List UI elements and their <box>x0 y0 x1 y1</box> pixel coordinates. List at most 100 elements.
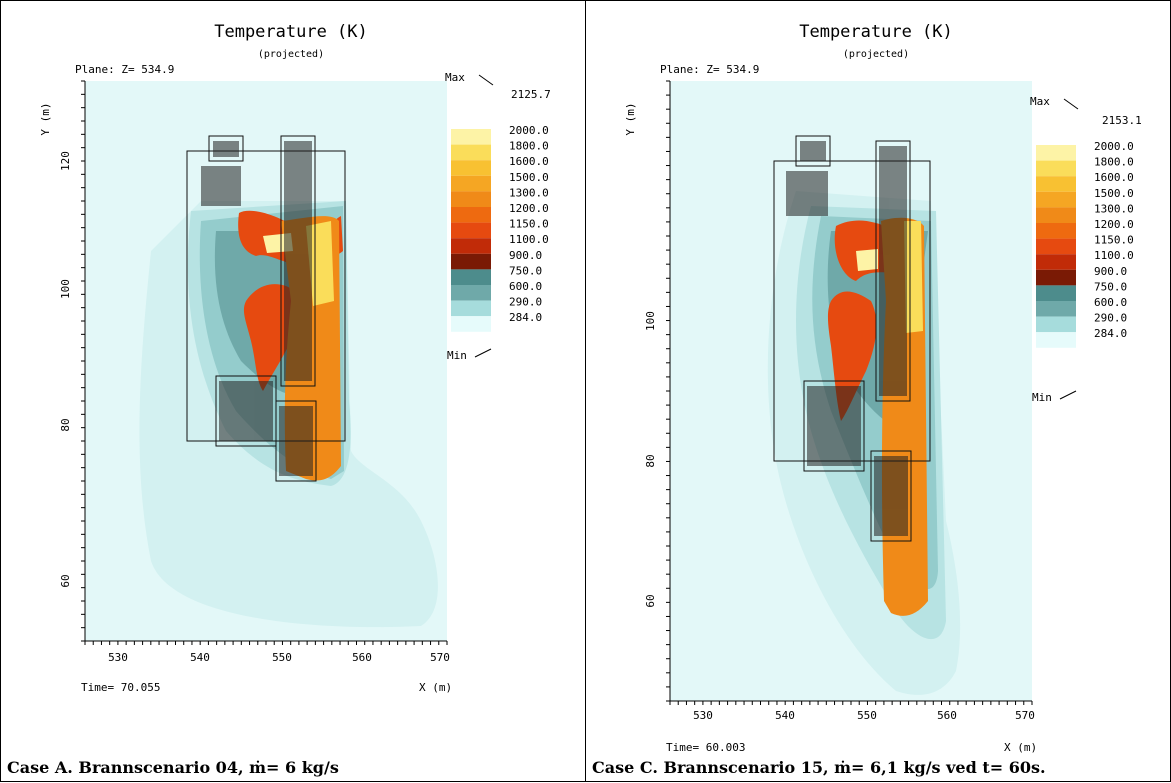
legend-level-label: 1600.0 <box>1094 171 1134 184</box>
y-minor-ticks <box>666 80 670 702</box>
legend-level-label: 1200.0 <box>509 202 549 215</box>
legend: Max 2125.7 2000.0 1800.0 1600.0 1500.0 1300.… <box>445 71 551 362</box>
y-minor-ticks <box>81 80 85 642</box>
legend-swatch <box>451 222 491 239</box>
x-tick-560: 560 <box>352 651 372 664</box>
legend-swatch <box>1036 332 1076 348</box>
legend-level-label: 900.0 <box>1094 265 1127 278</box>
legend: Max 2153.1 2000.0 1800.0 1600.0 1500.0 1300.… <box>1030 95 1142 404</box>
legend-swatch <box>1036 254 1076 270</box>
legend-min-label: Min <box>1032 391 1052 404</box>
legend-level-label: 284.0 <box>1094 327 1127 340</box>
y-tick-80: 80 <box>59 418 72 431</box>
legend-swatch <box>1036 269 1076 286</box>
legend-swatch <box>1036 223 1076 239</box>
y-tick-60: 60 <box>644 594 657 607</box>
legend-swatch <box>1036 238 1076 255</box>
x-axis-label: X (m) <box>419 681 452 694</box>
plot-case-c: 530 540 550 560 570 60 80 100 Temperatur… <box>624 22 1142 754</box>
legend-max-value: 2125.7 <box>511 88 551 101</box>
y-tick-labels: 60 80 100 120 <box>59 151 72 588</box>
legend-level-label: 1800.0 <box>509 140 549 153</box>
x-tick-labels: 530 540 550 560 570 <box>693 709 1035 722</box>
x-tick-550: 550 <box>272 651 292 664</box>
legend-swatch <box>451 253 491 270</box>
legend-level-label: 2000.0 <box>509 124 549 137</box>
y-tick-120: 120 <box>59 151 72 171</box>
hot-region-max <box>856 249 878 271</box>
legend-level-label: 1300.0 <box>1094 202 1134 215</box>
legend-swatch <box>451 316 491 332</box>
legend-swatch <box>451 238 491 254</box>
legend-swatch <box>1036 316 1076 333</box>
structure-hatching <box>201 141 313 476</box>
legend-min-label: Min <box>447 349 467 362</box>
x-tick-540: 540 <box>190 651 210 664</box>
legend-level-label: 1800.0 <box>1094 156 1134 169</box>
legend-swatch <box>451 129 491 145</box>
x-axis-label: X (m) <box>1004 741 1037 754</box>
legend-level-label: 600.0 <box>509 280 542 293</box>
x-minor-ticks <box>84 641 448 645</box>
panel-title: Temperature (K) <box>214 22 368 42</box>
legend-swatch <box>451 285 491 301</box>
x-tick-540: 540 <box>775 709 795 722</box>
y-axis-label: Y (m) <box>39 102 52 135</box>
legend-level-label: 1600.0 <box>509 155 549 168</box>
legend-level-label: 600.0 <box>1094 296 1127 309</box>
y-tick-80: 80 <box>644 454 657 467</box>
y-tick-60: 60 <box>59 574 72 587</box>
legend-max-arrow <box>478 74 494 86</box>
panel-subtitle: (projected) <box>258 49 324 60</box>
legend-level-label: 900.0 <box>509 249 542 262</box>
legend-swatch <box>451 144 491 161</box>
legend-swatch <box>1036 176 1076 192</box>
plane-label: Plane: Z= 534.9 <box>75 63 174 76</box>
legend-level-label: 1100.0 <box>1094 249 1134 262</box>
legend-max-label: Max <box>1030 95 1050 108</box>
y-tick-100: 100 <box>59 279 72 299</box>
x-tick-570: 570 <box>430 651 450 664</box>
legend-level-label: 1500.0 <box>1094 187 1134 200</box>
caption: Case A. Brannscenario 04, ṁ= 6 kg/s <box>7 758 339 777</box>
legend-level-label: 750.0 <box>1094 280 1127 293</box>
structure-outline <box>186 135 346 482</box>
legend-swatch <box>1036 145 1076 161</box>
panel-case-c: 530 540 550 560 570 60 80 100 Temperatur… <box>585 0 1171 782</box>
legend-swatch <box>451 175 491 192</box>
legend-max-arrow <box>1063 98 1079 110</box>
legend-level-label: 1150.0 <box>509 218 549 231</box>
y-tick-100: 100 <box>644 311 657 331</box>
structure-hatching <box>786 141 908 536</box>
legend-swatch <box>451 269 491 285</box>
x-tick-550: 550 <box>857 709 877 722</box>
caption: Case C. Brannscenario 15, ṁ= 6,1 kg/s ve… <box>592 758 1046 777</box>
legend-swatch <box>451 207 491 223</box>
time-label: Time= 60.003 <box>666 741 745 754</box>
legend-level-label: 290.0 <box>509 296 542 309</box>
legend-swatch <box>1036 207 1076 223</box>
legend-level-label: 1300.0 <box>509 186 549 199</box>
plane-label: Plane: Z= 534.9 <box>660 63 759 76</box>
legend-level-label: 2000.0 <box>1094 140 1134 153</box>
x-minor-ticks <box>669 701 1033 705</box>
x-tick-570: 570 <box>1015 709 1035 722</box>
time-label: Time= 70.055 <box>81 681 160 694</box>
legend-level-label: 284.0 <box>509 311 542 324</box>
x-tick-560: 560 <box>937 709 957 722</box>
legend-swatch <box>1036 285 1076 301</box>
panel-subtitle: (projected) <box>843 49 909 60</box>
x-tick-530: 530 <box>108 651 128 664</box>
y-axis-label: Y (m) <box>624 102 637 135</box>
legend-swatch <box>451 191 491 207</box>
legend-level-label: 1200.0 <box>1094 218 1134 231</box>
hot-region-peak <box>904 221 923 333</box>
legend-level-label: 1150.0 <box>1094 234 1134 247</box>
legend-level-label: 1500.0 <box>509 171 549 184</box>
x-tick-labels: 530 540 550 560 570 <box>108 651 450 664</box>
legend-swatch <box>451 300 491 317</box>
panel-title: Temperature (K) <box>799 22 953 42</box>
legend-swatch <box>451 160 491 176</box>
legend-min-arrow <box>1059 390 1077 400</box>
legend-swatch <box>1036 160 1076 177</box>
